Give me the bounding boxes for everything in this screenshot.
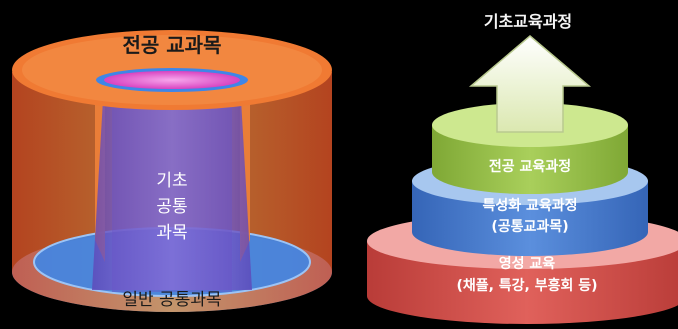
core-label-line-1: 기초 [156, 171, 187, 191]
right-tier-diagram: 기초교육과정 영성 교육 (채플, 특강, 부흥회 등) 특성화 교육과정 (공… [367, 12, 678, 324]
tier-specialized-line-2: (공통교과목) [491, 219, 568, 235]
core-label-line-2: 공통 [156, 197, 187, 217]
outer-label: 전공 교과목 [123, 33, 222, 57]
core-shaft [112, 82, 232, 292]
base-label: 일반 공통과목 [122, 290, 221, 310]
core-label-line-3: 과목 [156, 223, 187, 243]
core-top [104, 71, 240, 89]
tier-specialized-line-1: 특성화 교육과정 [482, 197, 577, 214]
core-cylinder [92, 82, 252, 290]
left-cylinder-diagram: 전공 교과목 기초 공통 과목 일반 공통과목 [12, 30, 332, 312]
up-arrow-icon [468, 35, 592, 133]
tier-major-line-1: 전공 교육과정 [489, 158, 571, 175]
tier-spiritual-line-2: (채플, 특강, 부흥회 등) [456, 277, 597, 294]
tier-spiritual-line-1: 영성 교육 [499, 255, 556, 272]
right-title: 기초교육과정 [484, 12, 572, 31]
